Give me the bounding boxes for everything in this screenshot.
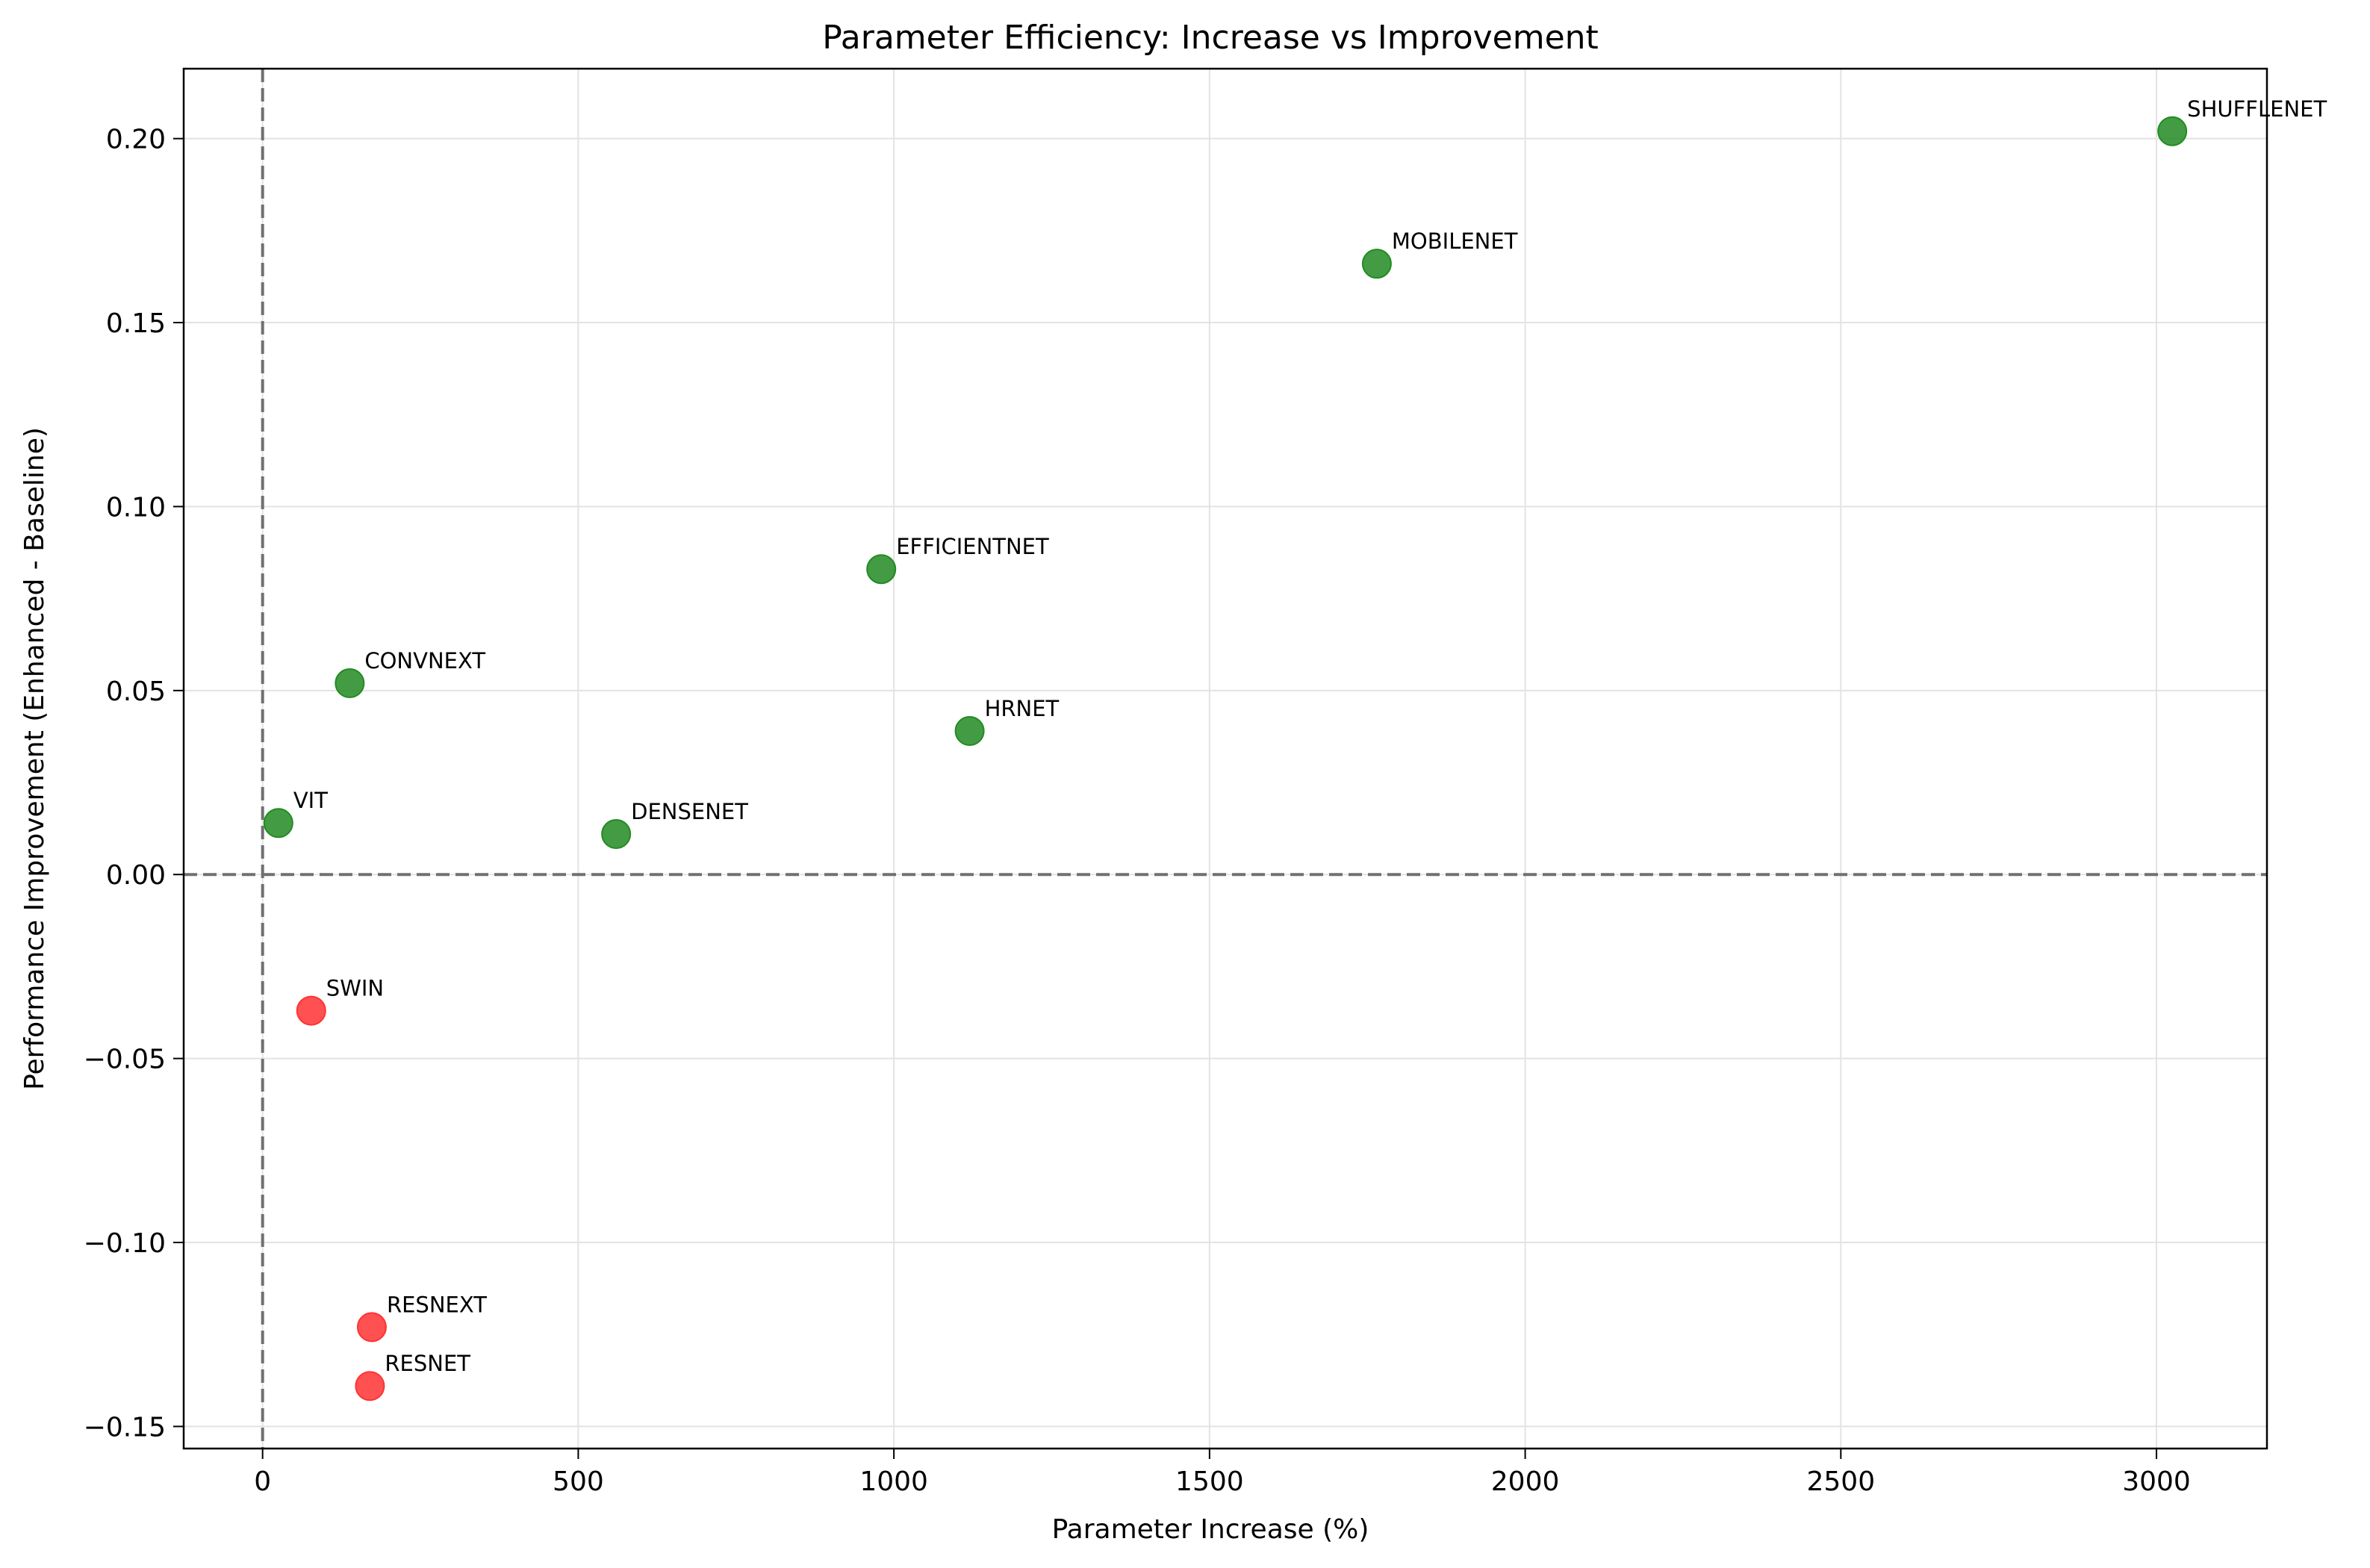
point-label: MOBILENET (1392, 228, 1518, 254)
y-tick-label: −0.05 (84, 1045, 166, 1075)
point-label: SWIN (326, 976, 384, 1001)
x-tick-label: 1000 (859, 1466, 928, 1497)
data-point (954, 716, 985, 747)
data-point (355, 1371, 385, 1401)
data-point (601, 819, 632, 850)
x-tick-label: 0 (254, 1466, 271, 1497)
x-tick-label: 2000 (1491, 1466, 1560, 1497)
y-tick-label: 0.05 (106, 676, 166, 707)
data-point (263, 808, 293, 839)
data-points (263, 116, 2188, 1401)
data-point (356, 1312, 387, 1343)
reference-lines (184, 69, 2267, 1449)
axis-ticks: 0 500 1000 1500 2000 2500 3000 −0.15 −0.10 −0.05 0… (84, 125, 2191, 1497)
grid-lines (184, 69, 2267, 1449)
x-tick-label: 500 (553, 1466, 604, 1497)
x-tick-label: 2500 (1807, 1466, 1876, 1497)
chart-title: Parameter Efficiency: Increase vs Improv… (822, 19, 1599, 57)
point-label: HRNET (985, 696, 1060, 721)
y-tick-label: 0.00 (106, 860, 166, 891)
x-tick-label: 3000 (2122, 1466, 2191, 1497)
point-label: RESNEXT (387, 1292, 487, 1317)
point-label: CONVNEXT (364, 648, 485, 673)
y-tick-label: 0.15 (106, 308, 166, 339)
point-label: RESNET (385, 1351, 470, 1376)
plot-frame (182, 67, 2268, 1450)
point-label: EFFICIENTNET (896, 534, 1049, 559)
point-label: VIT (293, 788, 328, 813)
data-point (1361, 249, 1392, 279)
x-tick-label: 1500 (1175, 1466, 1244, 1497)
y-tick-label: 0.20 (106, 125, 166, 155)
y-tick-label: 0.10 (106, 492, 166, 523)
y-tick-label: −0.10 (84, 1228, 166, 1259)
y-axis-label: Performance Improvement (Enhanced - Base… (19, 427, 50, 1090)
x-axis-label: Parameter Increase (%) (1052, 1514, 1369, 1545)
point-label: SHUFFLENET (2187, 96, 2327, 122)
point-label: DENSENET (631, 799, 748, 824)
data-point (335, 668, 365, 698)
data-point (296, 995, 326, 1026)
data-point (866, 554, 897, 585)
data-point (2157, 116, 2188, 146)
point-labels: SHUFFLENET MOBILENET EFFICIENTNET CONVNEXT H… (293, 96, 2327, 1376)
y-tick-label: −0.15 (84, 1412, 166, 1443)
